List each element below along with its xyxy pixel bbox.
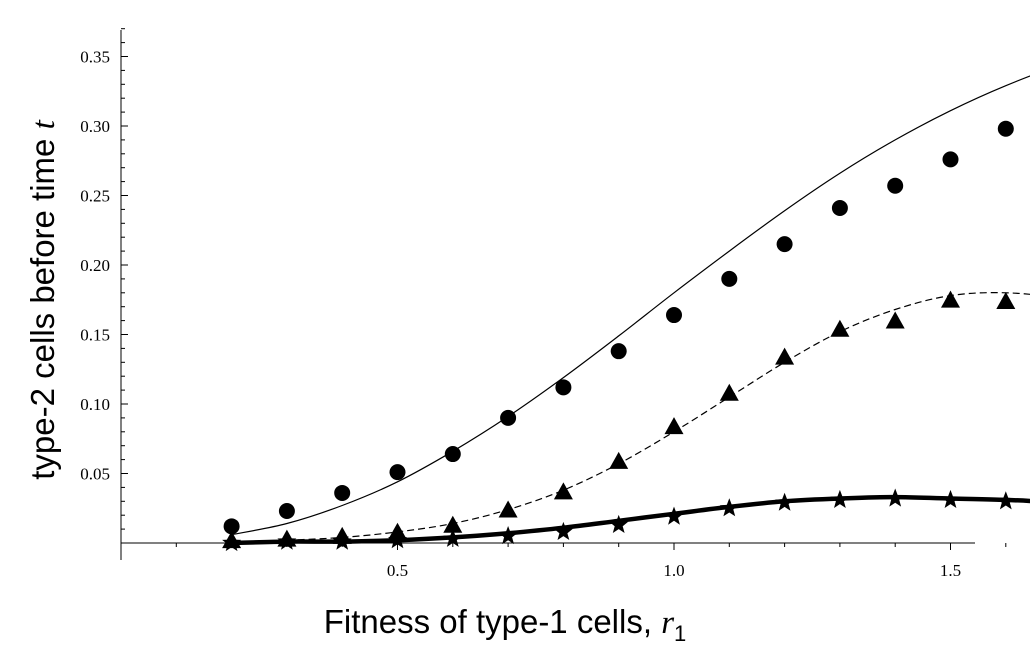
star-point <box>996 491 1016 510</box>
star-point <box>222 533 242 552</box>
star-point <box>775 492 795 511</box>
triangle-point <box>830 319 850 337</box>
triangle-point <box>664 417 684 435</box>
x-axis-title-var: r <box>661 605 674 641</box>
triangle-point <box>553 482 573 500</box>
star-point <box>388 530 407 549</box>
star-point <box>553 521 573 540</box>
circle-point <box>223 518 240 535</box>
x-axis-title-sub: 1 <box>674 621 686 646</box>
circle-point <box>444 446 461 463</box>
star-point <box>885 488 905 507</box>
circle-point <box>831 200 848 217</box>
star-point <box>719 498 739 517</box>
x-tick-label: 1.0 <box>663 561 684 580</box>
circle-point <box>389 464 406 481</box>
x-tick-label: 0.5 <box>387 561 408 580</box>
y-tick-label: 0.25 <box>80 187 110 206</box>
y-tick-label: 0.20 <box>80 256 110 275</box>
circle-point <box>721 270 738 287</box>
star-point <box>830 489 850 508</box>
triangle-point <box>719 383 739 401</box>
circle-point <box>500 409 517 426</box>
y-axis-title: type-2 cells before time t <box>24 119 62 479</box>
star-point <box>609 514 629 533</box>
triangles-fit-curve <box>231 292 1030 543</box>
fit-curves <box>231 75 1030 546</box>
axes: 0.51.01.52.02.53.00.050.100.150.200.250.… <box>80 28 1007 580</box>
triangle-point <box>885 311 905 329</box>
circle-point <box>610 343 627 360</box>
triangle-point <box>443 515 463 533</box>
y-tick-label: 0.05 <box>80 465 110 484</box>
star-point <box>332 531 352 550</box>
star-point <box>277 531 297 550</box>
stars-fit-curve <box>231 494 1030 546</box>
circle-point <box>666 307 682 324</box>
star-point <box>664 506 684 525</box>
x-axis-title: Fitness of type-1 cells, r1 <box>324 603 687 646</box>
triangle-point <box>996 291 1016 309</box>
y-tick-label: 0.35 <box>80 48 110 67</box>
circle-point <box>887 177 904 194</box>
triangle-point <box>609 451 629 469</box>
star-point <box>941 489 960 508</box>
y-tick-label: 0.10 <box>80 395 110 414</box>
circle-point <box>334 484 351 501</box>
triangle-point <box>941 290 960 308</box>
x-tick-label: 1.5 <box>940 561 961 580</box>
circle-point <box>555 379 572 396</box>
y-tick-label: 0.15 <box>80 326 110 345</box>
circles-fit-curve <box>231 75 1030 536</box>
y-tick-label: 0.30 <box>80 117 110 136</box>
data-markers <box>222 120 1016 552</box>
circle-point <box>278 503 295 520</box>
circle-point <box>942 151 959 168</box>
triangle-point <box>498 500 518 518</box>
circle-point <box>776 236 793 253</box>
triangle-point <box>775 347 795 365</box>
y-axis-title-var: t <box>26 119 62 129</box>
star-point <box>443 528 463 547</box>
star-point <box>498 526 518 545</box>
circle-point <box>997 120 1014 137</box>
